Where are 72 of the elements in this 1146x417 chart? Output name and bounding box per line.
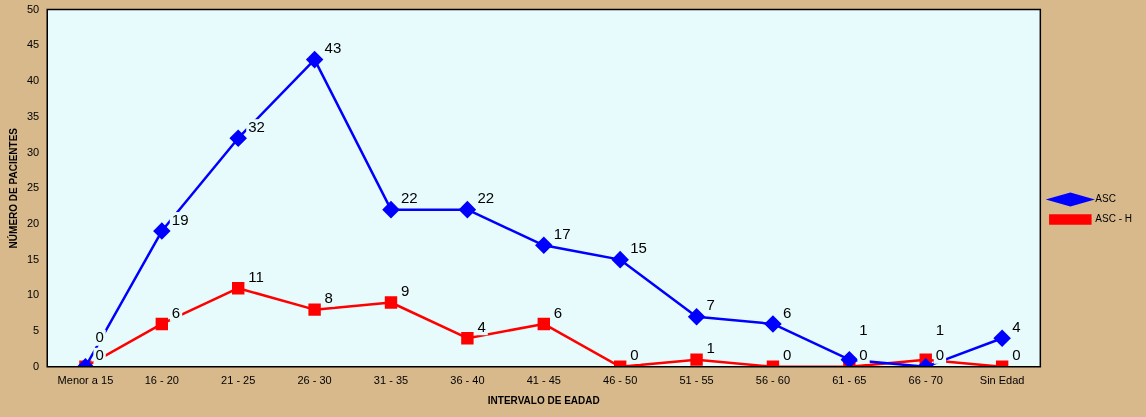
x-tick-label: 21 - 25 <box>221 374 256 387</box>
point <box>690 353 703 366</box>
data-label: 0 <box>859 346 868 364</box>
data-label: 6 <box>553 303 563 321</box>
x-tick-label: 51 - 55 <box>679 374 714 387</box>
y-tick-label: 35 <box>26 109 40 122</box>
y-axis-title: NÚMERO DE PACIENTES <box>6 127 19 249</box>
point <box>153 222 171 240</box>
data-label: 17 <box>553 224 571 242</box>
y-tick-label: 5 <box>33 324 40 337</box>
x-tick-label: Menor a 15 <box>57 374 114 387</box>
point <box>841 351 858 367</box>
legend-label: ASC <box>1095 193 1116 205</box>
data-label: 15 <box>630 239 647 257</box>
x-tick-label: 16 - 20 <box>144 374 179 387</box>
data-label: 4 <box>1012 317 1021 335</box>
data-label: 0 <box>1012 346 1021 364</box>
data-label: 19 <box>171 210 189 228</box>
x-tick-label: 26 - 30 <box>297 374 332 387</box>
x-tick-label: 56 - 60 <box>755 374 791 387</box>
y-tick-label: 10 <box>26 288 40 301</box>
data-label: 22 <box>477 189 495 207</box>
point <box>308 303 321 316</box>
y-tick-label: 20 <box>26 216 40 229</box>
point <box>384 296 398 309</box>
data-label: 22 <box>401 189 418 207</box>
data-label: 32 <box>248 117 265 135</box>
legend-label: ASC - H <box>1095 213 1132 225</box>
data-label: 1 <box>935 321 945 339</box>
point <box>537 317 550 331</box>
data-label: 0 <box>95 346 104 364</box>
data-label: 0 <box>95 328 104 346</box>
point <box>535 237 553 254</box>
point <box>232 282 245 295</box>
data-label: 0 <box>782 346 792 364</box>
data-label: 0 <box>935 346 945 364</box>
x-axis-title: INTERVALO DE EADAD <box>487 394 600 406</box>
y-tick-label: 40 <box>26 74 40 87</box>
data-label: 9 <box>401 282 410 300</box>
point <box>611 251 629 268</box>
y-tick-label: 15 <box>26 252 40 265</box>
x-tick-label: 46 - 50 <box>603 374 638 387</box>
y-tick-label: 45 <box>26 38 40 51</box>
y-tick-label: 0 <box>33 359 40 372</box>
x-tick-label: 36 - 40 <box>450 374 485 387</box>
data-label: 8 <box>324 289 333 307</box>
data-label: 0 <box>630 346 639 364</box>
y-tick-label: 50 <box>26 2 40 15</box>
data-label: 43 <box>324 39 342 57</box>
point <box>229 129 247 147</box>
point <box>306 51 323 68</box>
x-tick-label: 61 - 65 <box>832 374 867 387</box>
point <box>688 308 705 326</box>
point <box>461 332 474 345</box>
point <box>764 315 782 333</box>
data-label: 6 <box>782 303 792 321</box>
data-label: 11 <box>248 267 264 285</box>
data-label: 1 <box>706 339 715 357</box>
point <box>993 329 1011 347</box>
x-tick-label: 31 - 35 <box>373 374 409 387</box>
x-tick-label: 41 - 45 <box>526 374 561 387</box>
point <box>459 201 476 218</box>
y-tick-label: 25 <box>26 181 40 194</box>
point <box>382 201 400 218</box>
data-label: 4 <box>477 317 486 335</box>
data-label: 7 <box>706 296 715 314</box>
y-tick-label: 30 <box>26 145 40 158</box>
point <box>155 317 169 331</box>
data-label: 6 <box>171 303 181 321</box>
data-label: 1 <box>859 321 868 339</box>
x-tick-label: Sin Edad <box>979 374 1025 387</box>
x-tick-label: 66 - 70 <box>908 374 943 387</box>
